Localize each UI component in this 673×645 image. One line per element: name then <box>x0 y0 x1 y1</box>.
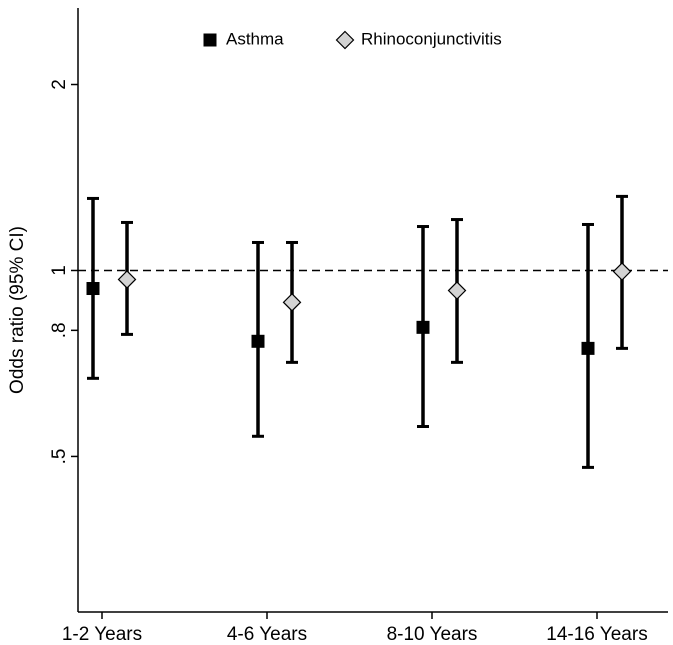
legend-label: Asthma <box>226 29 284 48</box>
x-tick-label: 1-2 Years <box>62 624 142 645</box>
point <box>86 282 100 296</box>
point <box>117 270 137 289</box>
y-tick-label: 1 <box>49 265 70 276</box>
x-tick-label: 8-10 Years <box>387 624 478 645</box>
legend-marker <box>335 30 355 50</box>
y-axis-label: Odds ratio (95% CI) <box>7 226 28 394</box>
point <box>251 334 265 348</box>
point <box>416 320 430 334</box>
y-tick-label: 2 <box>49 79 70 90</box>
y-tick-label: .5 <box>49 449 70 465</box>
legend-label: Rhinoconjunctivitis <box>361 29 502 48</box>
point <box>282 292 302 312</box>
point <box>581 341 595 355</box>
legend-marker <box>203 33 217 47</box>
x-tick-label: 4-6 Years <box>227 624 307 645</box>
point <box>447 281 467 300</box>
x-tick-label: 14-16 Years <box>546 624 647 645</box>
point <box>612 262 632 281</box>
y-tick-label: .8 <box>49 322 70 338</box>
